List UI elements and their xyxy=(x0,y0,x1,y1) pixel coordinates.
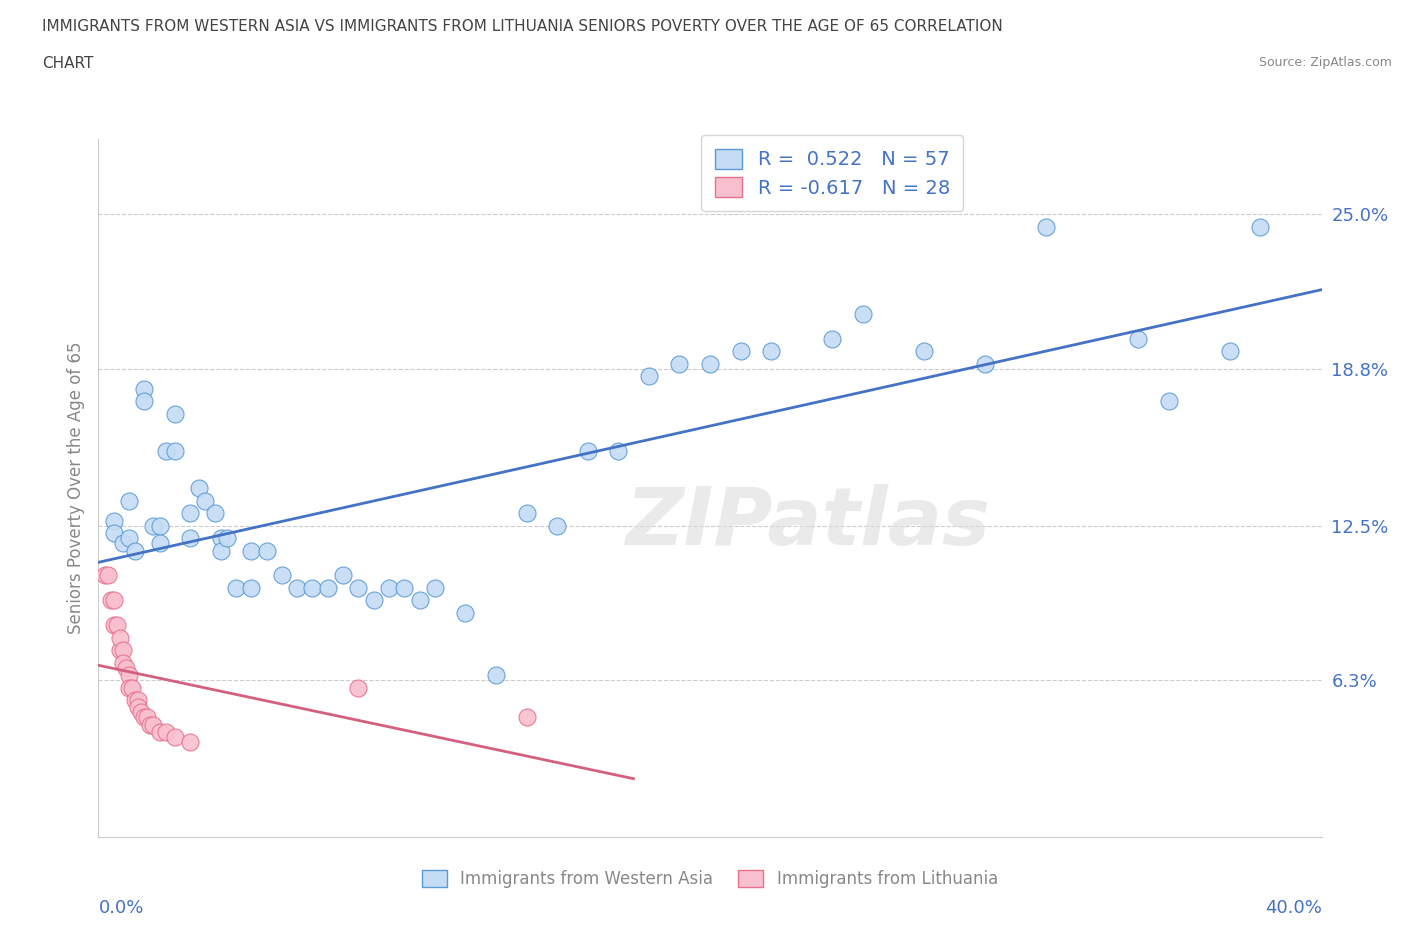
Point xyxy=(301,580,323,595)
Point xyxy=(516,506,538,521)
Point xyxy=(699,356,721,371)
Point xyxy=(485,668,508,683)
Point xyxy=(149,536,172,551)
Point xyxy=(668,356,690,371)
Point xyxy=(209,531,232,546)
Point xyxy=(759,344,782,359)
Point xyxy=(332,568,354,583)
Point xyxy=(142,518,165,533)
Text: Source: ZipAtlas.com: Source: ZipAtlas.com xyxy=(1258,56,1392,69)
Point xyxy=(111,643,134,658)
Point xyxy=(124,693,146,708)
Point xyxy=(378,580,401,595)
Text: 40.0%: 40.0% xyxy=(1265,899,1322,917)
Point xyxy=(392,580,416,595)
Point xyxy=(163,444,186,458)
Point xyxy=(546,518,568,533)
Point xyxy=(97,568,120,583)
Point xyxy=(179,735,201,750)
Point xyxy=(1128,331,1150,346)
Point xyxy=(121,680,143,695)
Point xyxy=(576,444,599,458)
Point xyxy=(100,593,122,608)
Legend: Immigrants from Western Asia, Immigrants from Lithuania: Immigrants from Western Asia, Immigrants… xyxy=(412,860,1008,898)
Point xyxy=(155,725,177,740)
Point xyxy=(118,531,141,546)
Point xyxy=(637,368,661,383)
Point xyxy=(179,531,201,546)
Point xyxy=(1219,344,1241,359)
Point xyxy=(225,580,247,595)
Point xyxy=(256,543,278,558)
Point xyxy=(194,493,217,508)
Point xyxy=(118,680,141,695)
Point xyxy=(204,506,226,521)
Point xyxy=(108,643,131,658)
Point xyxy=(316,580,339,595)
Point xyxy=(103,525,125,540)
Point xyxy=(974,356,997,371)
Point xyxy=(129,705,152,720)
Point xyxy=(607,444,630,458)
Point xyxy=(124,543,146,558)
Point xyxy=(270,568,292,583)
Point xyxy=(363,593,385,608)
Point xyxy=(179,506,201,521)
Point xyxy=(240,543,263,558)
Point xyxy=(821,331,844,346)
Point xyxy=(1157,393,1180,408)
Point xyxy=(149,725,172,740)
Point xyxy=(163,406,186,421)
Point xyxy=(105,618,128,632)
Point xyxy=(163,730,186,745)
Point xyxy=(142,717,165,732)
Y-axis label: Seniors Poverty Over the Age of 65: Seniors Poverty Over the Age of 65 xyxy=(66,342,84,634)
Point xyxy=(134,710,156,724)
Point xyxy=(285,580,308,595)
Point xyxy=(103,618,125,632)
Point xyxy=(127,700,149,715)
Text: CHART: CHART xyxy=(42,56,94,71)
Point xyxy=(103,593,125,608)
Point xyxy=(134,381,156,396)
Point xyxy=(108,631,131,645)
Point xyxy=(118,493,141,508)
Point xyxy=(215,531,238,546)
Point xyxy=(347,680,370,695)
Point xyxy=(103,513,125,528)
Point xyxy=(111,655,134,670)
Point xyxy=(155,444,177,458)
Point xyxy=(111,536,134,551)
Point xyxy=(454,605,477,620)
Point xyxy=(408,593,430,608)
Text: 0.0%: 0.0% xyxy=(98,899,143,917)
Text: IMMIGRANTS FROM WESTERN ASIA VS IMMIGRANTS FROM LITHUANIA SENIORS POVERTY OVER T: IMMIGRANTS FROM WESTERN ASIA VS IMMIGRAN… xyxy=(42,19,1002,33)
Point xyxy=(852,307,875,322)
Point xyxy=(1249,219,1271,234)
Point xyxy=(240,580,263,595)
Point xyxy=(118,668,141,683)
Point xyxy=(149,518,172,533)
Point xyxy=(139,717,162,732)
Point xyxy=(1035,219,1057,234)
Point xyxy=(115,660,138,675)
Point xyxy=(127,693,149,708)
Point xyxy=(912,344,935,359)
Text: ZIPatlas: ZIPatlas xyxy=(626,485,990,562)
Point xyxy=(516,710,538,724)
Point xyxy=(93,568,115,583)
Point xyxy=(134,393,156,408)
Point xyxy=(730,344,752,359)
Point xyxy=(188,481,211,496)
Point xyxy=(136,710,159,724)
Point xyxy=(209,543,232,558)
Point xyxy=(423,580,446,595)
Point xyxy=(347,580,370,595)
